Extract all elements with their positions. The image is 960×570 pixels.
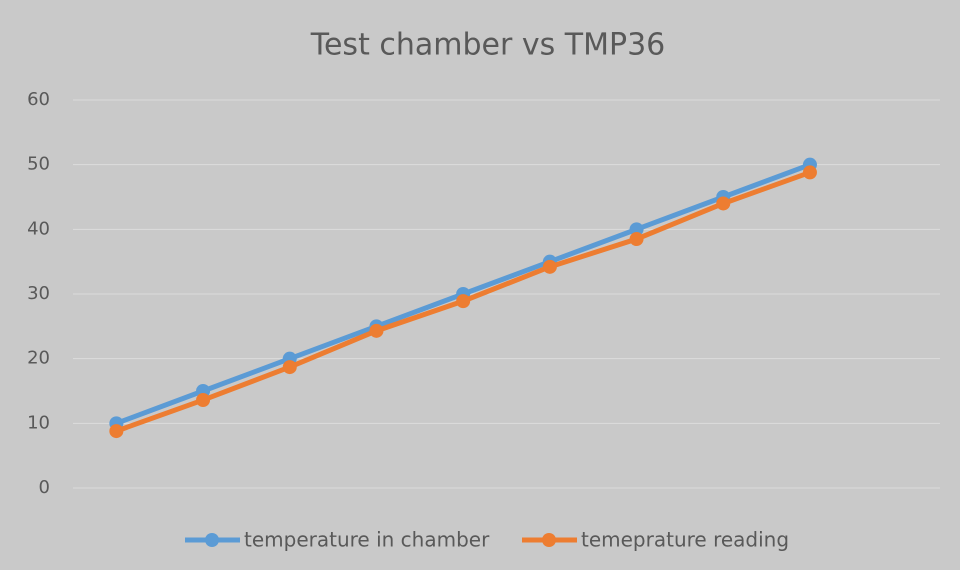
- y-tick-label: 10: [27, 412, 50, 433]
- series-marker: [109, 424, 124, 439]
- legend-marker: [542, 533, 556, 547]
- legend-label: temperature in chamber: [244, 528, 490, 552]
- y-tick-label: 50: [27, 154, 50, 175]
- y-tick-label: 40: [27, 218, 50, 239]
- series-marker: [196, 393, 211, 408]
- series-marker: [629, 232, 644, 247]
- series-marker: [369, 323, 384, 338]
- chart-title: Test chamber vs TMP36: [310, 28, 666, 63]
- series-marker: [802, 165, 817, 180]
- y-tick-label: 20: [27, 348, 50, 369]
- series-marker: [629, 222, 644, 237]
- series-marker: [456, 294, 471, 309]
- series-marker: [716, 196, 731, 211]
- legend-label: temeprature reading: [581, 528, 789, 552]
- legend-marker: [205, 533, 219, 547]
- y-tick-label: 0: [39, 477, 50, 498]
- series-marker: [282, 360, 297, 375]
- y-tick-label: 30: [27, 283, 50, 304]
- series-marker: [542, 259, 557, 274]
- y-tick-label: 60: [27, 89, 50, 110]
